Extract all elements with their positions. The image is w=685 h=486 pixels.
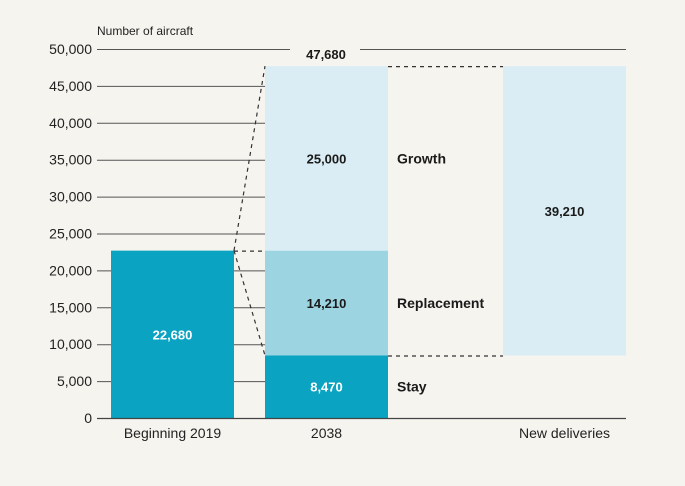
x-axis-label: 2038 xyxy=(311,425,342,441)
value-label: 14,210 xyxy=(307,296,347,311)
value-label: 22,680 xyxy=(153,327,193,342)
y-tick-label: 15,000 xyxy=(49,299,92,315)
y-tick-label: 50,000 xyxy=(49,41,92,57)
segment-label-stay: Stay xyxy=(397,379,427,395)
bars xyxy=(111,66,626,418)
bar-segment-fleet xyxy=(111,250,234,418)
y-tick-label: 30,000 xyxy=(49,189,92,205)
segment-labels: Stay Replacement Growth xyxy=(397,150,484,394)
total-label: 47,680 xyxy=(306,47,346,62)
y-tick-label: 10,000 xyxy=(49,336,92,352)
connector-lines xyxy=(233,66,503,357)
value-label: 39,210 xyxy=(545,204,585,219)
value-labels: 22,680 8,470 14,210 25,000 39,210 xyxy=(153,151,585,394)
bar-segment-new-deliveries xyxy=(503,66,626,356)
y-tick-label: 35,000 xyxy=(49,152,92,168)
segment-label-replacement: Replacement xyxy=(397,295,484,311)
connector-line xyxy=(233,250,266,356)
y-tick-label: 45,000 xyxy=(49,78,92,94)
x-axis-label: New deliveries xyxy=(519,425,610,441)
y-axis-ticks: 0 5,000 10,000 15,000 20,000 25,000 30,000 35,0… xyxy=(49,41,92,426)
bar-segment-stay xyxy=(265,355,388,418)
bar-segment-replacement xyxy=(265,250,388,356)
y-tick-label: 25,000 xyxy=(49,226,92,242)
y-tick-label: 40,000 xyxy=(49,115,92,131)
bar-segment-growth xyxy=(265,66,388,251)
value-label: 25,000 xyxy=(307,151,347,166)
y-tick-label: 20,000 xyxy=(49,262,92,278)
segment-label-growth: Growth xyxy=(397,150,446,166)
y-tick-label: 0 xyxy=(84,410,92,426)
connector-line xyxy=(233,66,266,251)
y-tick-label: 5,000 xyxy=(57,373,92,389)
x-axis-labels: Beginning 2019 2038 New deliveries xyxy=(124,425,610,441)
y-axis-title: Number of aircraft xyxy=(97,24,194,38)
x-axis-label: Beginning 2019 xyxy=(124,425,222,441)
value-label: 8,470 xyxy=(310,380,343,395)
